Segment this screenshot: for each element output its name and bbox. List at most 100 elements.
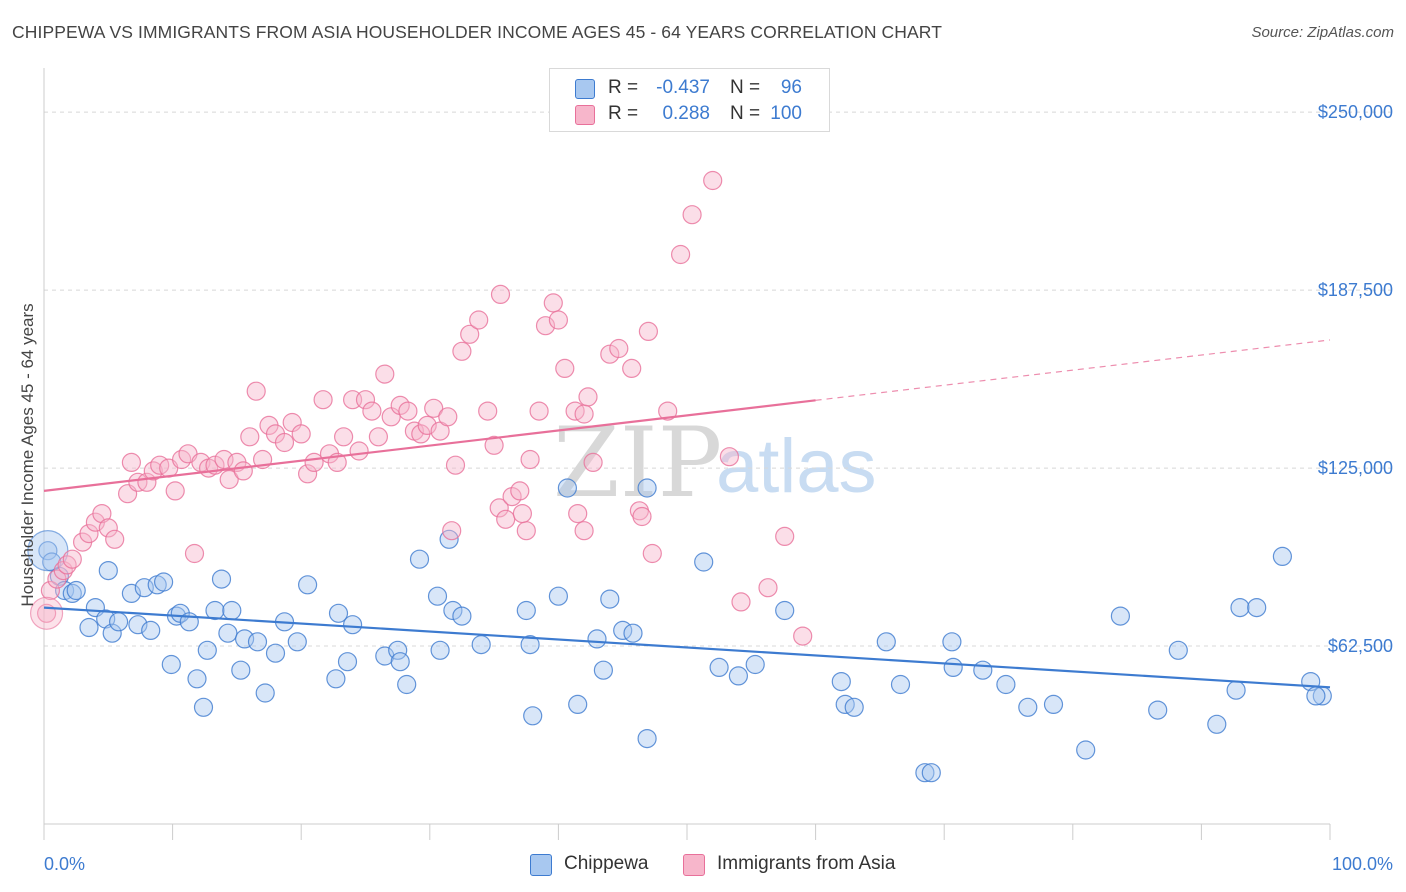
- data-point-chippewa: [844, 697, 864, 717]
- data-point-chippewa: [876, 632, 896, 652]
- data-point-chippewa: [128, 615, 148, 635]
- watermark: ZIP atlas: [553, 407, 877, 519]
- data-point-chippewa: [1043, 694, 1064, 715]
- data-point-chippewa: [1247, 597, 1267, 618]
- data-point-immigrants-from-asia: [184, 543, 205, 564]
- data-point-chippewa: [637, 728, 657, 749]
- data-point-immigrants-from-asia: [568, 503, 588, 524]
- data-point-immigrants-from-asia: [219, 469, 239, 490]
- data-point-immigrants-from-asia: [583, 452, 603, 472]
- data-point-immigrants-from-asia: [703, 170, 723, 191]
- legend-row-chippewa: R = -0.437 N = 96: [550, 75, 829, 101]
- data-point-immigrants-from-asia: [424, 398, 444, 418]
- watermark-zip: ZIP: [553, 407, 722, 519]
- data-point-chippewa: [831, 671, 851, 692]
- data-point-chippewa: [709, 657, 729, 678]
- data-point-immigrants-from-asia: [57, 555, 77, 575]
- data-point-immigrants-from-asia: [313, 390, 333, 410]
- legend-row-immigrants-from-asia: R = 0.288 N = 100: [550, 101, 829, 127]
- data-point-chippewa: [409, 549, 430, 569]
- data-point-chippewa: [775, 600, 795, 621]
- data-point-immigrants-from-asia: [121, 452, 141, 472]
- data-point-immigrants-from-asia: [510, 481, 530, 501]
- data-point-immigrants-from-asia: [298, 464, 318, 484]
- data-point-chippewa: [108, 612, 129, 632]
- data-point-immigrants-from-asia: [642, 543, 662, 564]
- data-point-chippewa: [1168, 640, 1188, 660]
- data-point-chippewa: [427, 586, 448, 606]
- data-point-chippewa: [557, 478, 578, 498]
- data-point-chippewa: [102, 623, 122, 643]
- data-point-chippewa: [161, 654, 181, 675]
- data-point-chippewa: [1272, 546, 1293, 567]
- data-point-immigrants-from-asia: [460, 324, 480, 344]
- legend-swatch-blue: [575, 79, 595, 99]
- data-point-immigrants-from-asia: [609, 338, 629, 359]
- data-point-immigrants-from-asia: [490, 284, 511, 304]
- data-point-immigrants-from-asia: [632, 506, 652, 527]
- data-point-chippewa: [523, 706, 543, 726]
- legend-swatch-pink: [575, 105, 595, 125]
- data-point-immigrants-from-asia: [793, 626, 813, 646]
- data-point-chippewa: [255, 683, 275, 703]
- series-immigrants-from-asia: [29, 170, 813, 646]
- data-point-chippewa: [516, 600, 536, 621]
- data-point-immigrants-from-asia: [520, 449, 540, 470]
- data-point-chippewa: [1306, 686, 1326, 706]
- data-point-chippewa: [1148, 700, 1168, 720]
- data-point-chippewa: [79, 617, 99, 638]
- data-point-chippewa: [520, 634, 540, 655]
- data-point-chippewa: [98, 560, 118, 581]
- data-point-immigrants-from-asia: [92, 503, 112, 524]
- watermark-atlas: atlas: [716, 424, 877, 509]
- data-point-immigrants-from-asia: [349, 441, 369, 461]
- trend-line-chippewa: [43, 606, 1331, 689]
- data-point-chippewa: [1110, 606, 1131, 626]
- bottom-legend-swatch-pink: [683, 854, 705, 876]
- data-point-chippewa: [343, 615, 363, 635]
- data-point-chippewa: [265, 643, 286, 663]
- data-point-chippewa: [452, 606, 472, 626]
- data-point-chippewa: [890, 674, 911, 695]
- data-point-immigrants-from-asia: [775, 526, 795, 547]
- trend-lines: [43, 339, 1331, 689]
- data-point-chippewa: [326, 669, 346, 689]
- data-point-immigrants-from-asia: [233, 461, 253, 481]
- data-point-immigrants-from-asia: [438, 407, 458, 427]
- legend-n-value: 96: [780, 77, 802, 98]
- x-tick-label-max: 100.0%: [1332, 854, 1393, 874]
- data-point-chippewa: [593, 660, 614, 680]
- data-point-chippewa: [694, 552, 714, 572]
- legend-r-value: 0.288: [662, 103, 710, 124]
- data-point-chippewa: [222, 600, 242, 621]
- data-point-chippewa: [443, 600, 463, 621]
- legend-n-label: N =: [730, 77, 761, 98]
- data-point-chippewa: [328, 603, 349, 623]
- data-point-immigrants-from-asia: [79, 523, 99, 544]
- data-point-immigrants-from-asia: [682, 205, 702, 225]
- data-point-immigrants-from-asia: [574, 521, 594, 541]
- data-point-immigrants-from-asia: [452, 341, 472, 361]
- grid-lines: [44, 111, 1396, 647]
- bottom-legend-label: Immigrants from Asia: [717, 853, 896, 874]
- data-point-chippewa: [154, 572, 174, 592]
- data-point-chippewa: [337, 652, 358, 672]
- legend: R = -0.437 N = 96 R = 0.288 N = 100: [549, 68, 830, 132]
- data-point-immigrants-from-asia: [548, 310, 569, 330]
- data-point-immigrants-from-asia: [165, 481, 185, 501]
- legend-n-value: 100: [770, 103, 802, 124]
- data-point-chippewa: [728, 666, 749, 686]
- legend-r-label: R =: [608, 103, 639, 124]
- data-point-chippewa: [218, 623, 238, 643]
- data-point-immigrants-from-asia: [105, 529, 125, 549]
- data-point-immigrants-from-asia-large: [29, 596, 64, 630]
- data-point-chippewa: [1230, 597, 1250, 618]
- data-point-immigrants-from-asia: [731, 592, 751, 612]
- data-point-immigrants-from-asia: [398, 401, 418, 421]
- data-point-immigrants-from-asia: [355, 390, 376, 410]
- data-point-chippewa: [1226, 680, 1246, 700]
- legend-r-label: R =: [608, 77, 639, 98]
- data-point-chippewa: [211, 569, 232, 589]
- data-point-immigrants-from-asia: [98, 518, 118, 538]
- data-point-immigrants-from-asia: [555, 358, 575, 378]
